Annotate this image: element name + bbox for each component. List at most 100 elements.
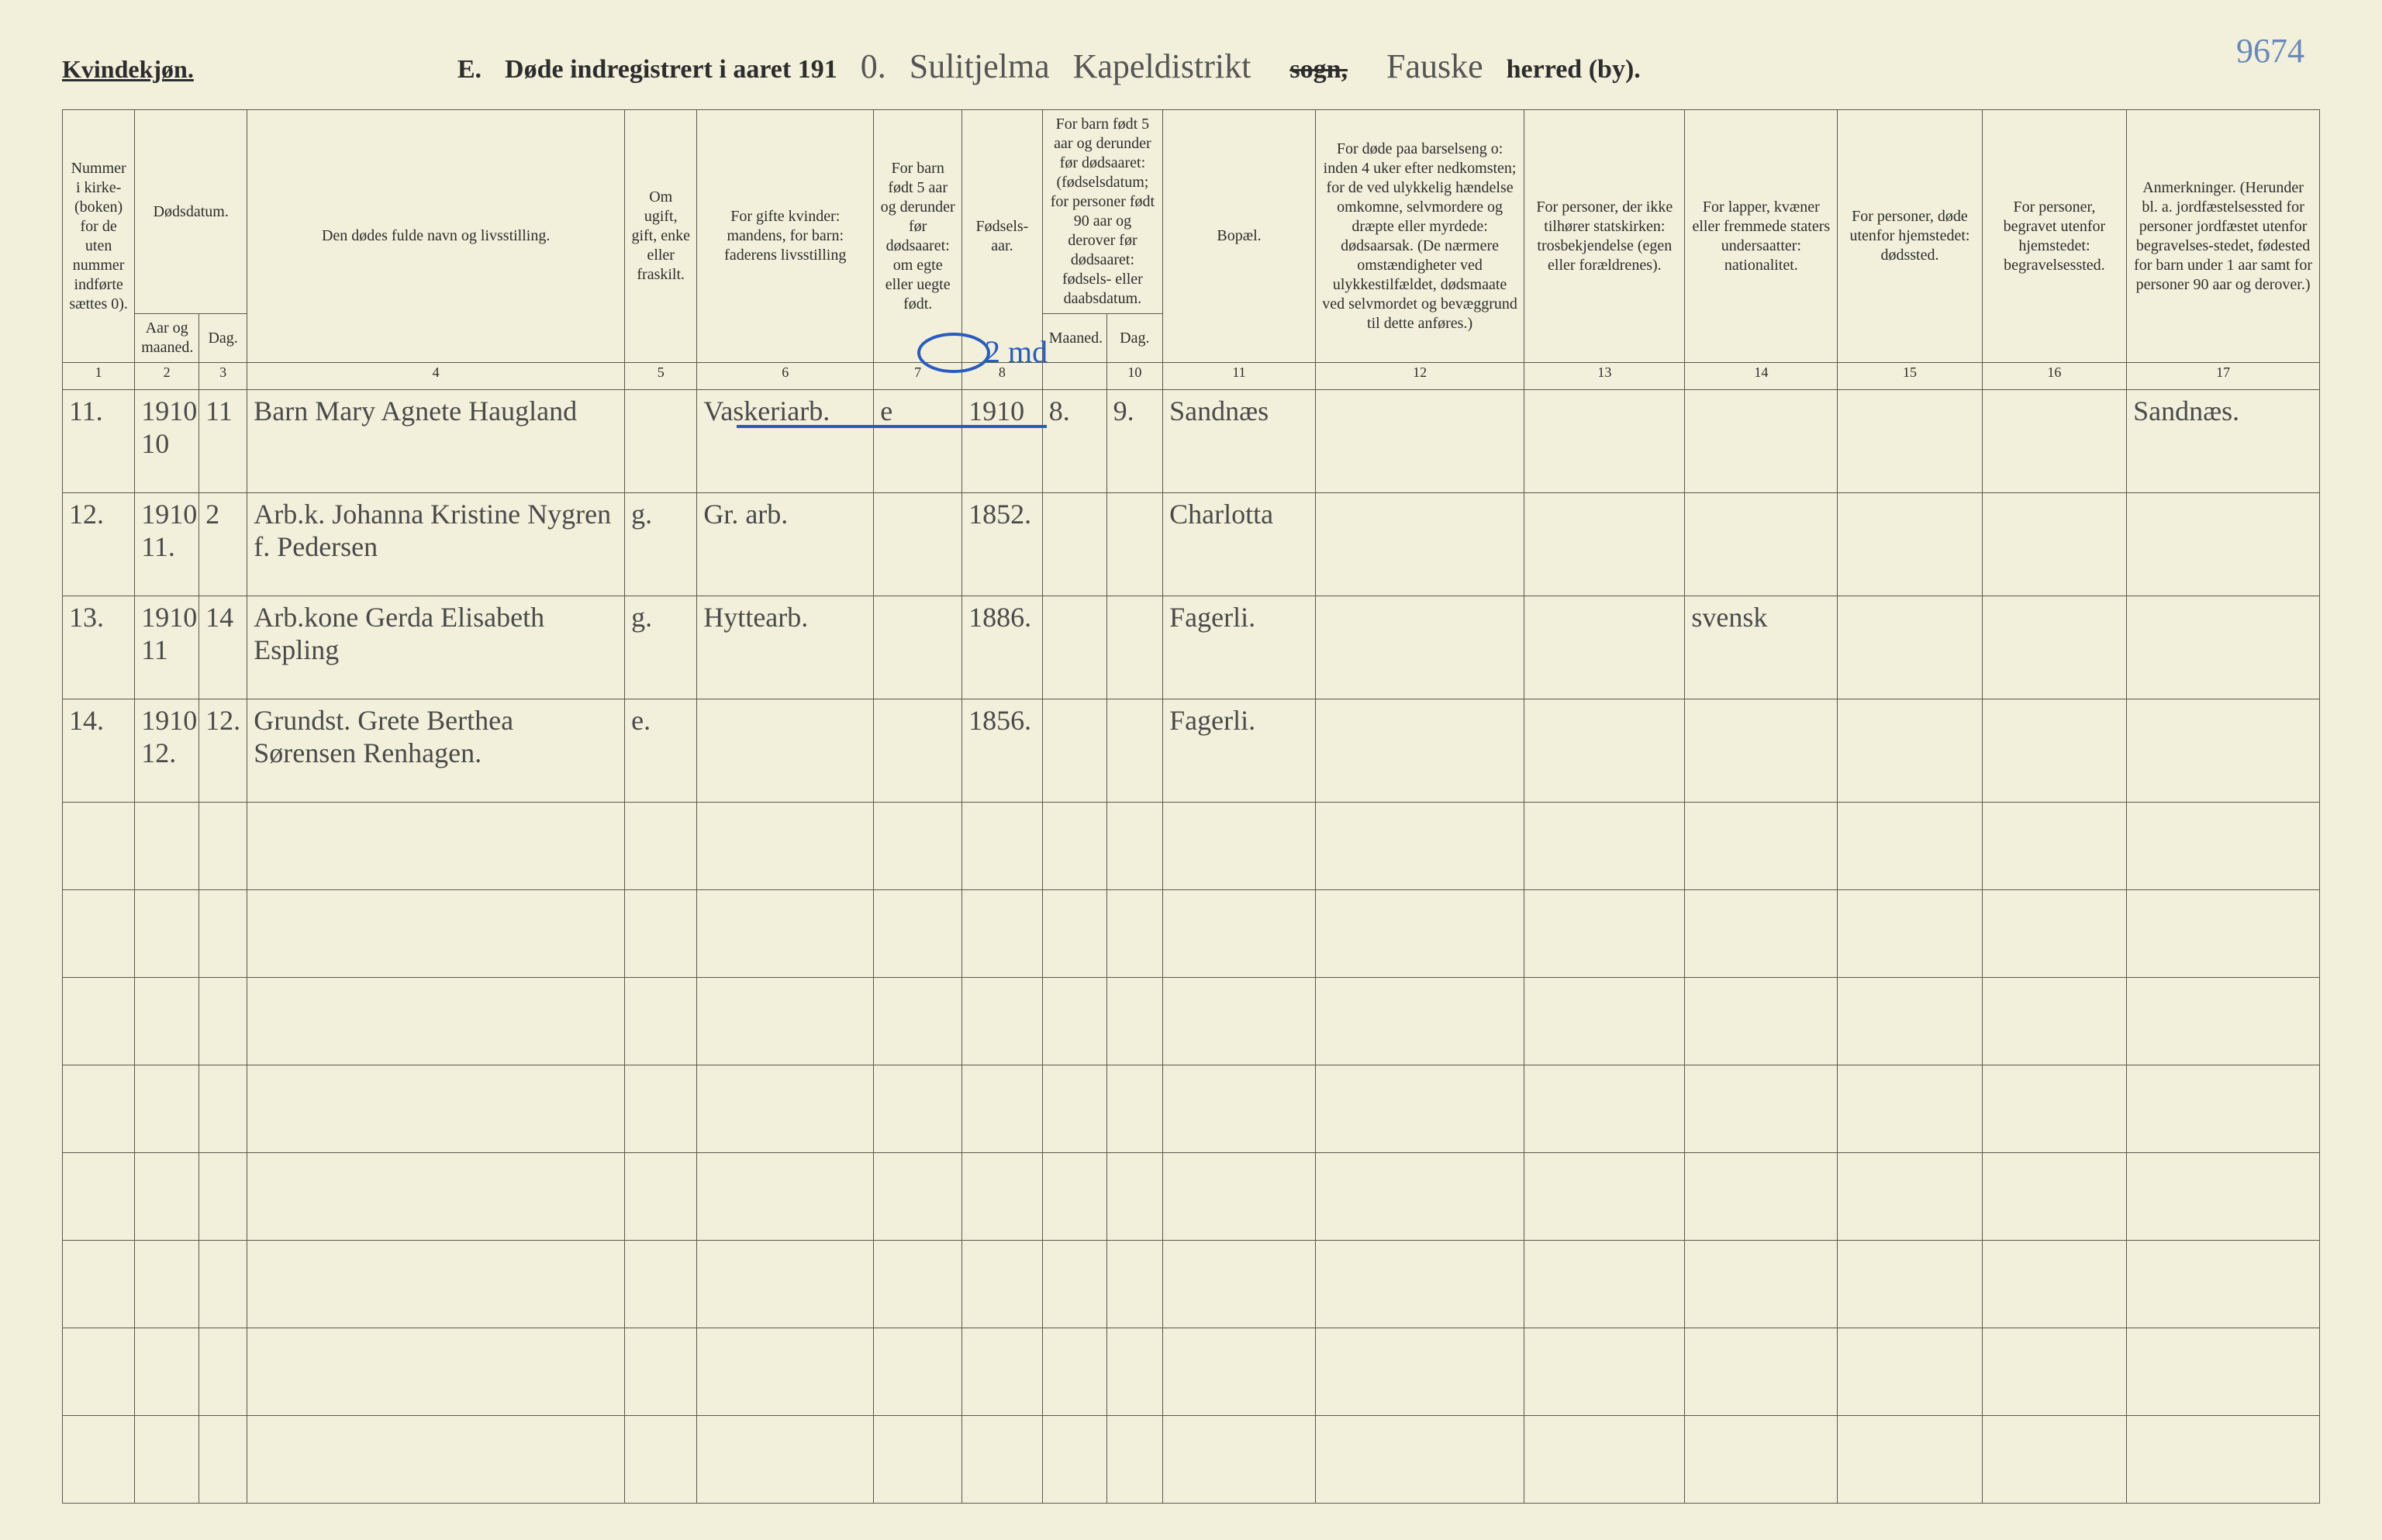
cell-blank	[135, 1328, 199, 1416]
cell-blank	[1838, 1153, 1982, 1241]
cell-stilling	[697, 699, 874, 803]
cell-blank	[1042, 890, 1106, 978]
cell-faar: 1910	[962, 390, 1043, 493]
cell-blank	[1106, 1153, 1163, 1241]
cell-blank	[2127, 803, 2320, 890]
table-row-blank	[63, 890, 2320, 978]
cell-blank	[1315, 1416, 1524, 1504]
cell-c12	[1315, 699, 1524, 803]
cell-navn: Barn Mary Agnete Haugland	[247, 390, 625, 493]
colnum: 16	[1982, 363, 2126, 390]
cell-blank	[2127, 1065, 2320, 1153]
cell-c15	[1838, 493, 1982, 596]
cell-blank	[697, 1153, 874, 1241]
cell-blank	[625, 1241, 697, 1328]
cell-anm	[2127, 699, 2320, 803]
cell-c13	[1524, 596, 1685, 699]
cell-blank	[625, 1328, 697, 1416]
cell-blank	[199, 1065, 247, 1153]
cell-blank	[1315, 978, 1524, 1065]
cell-dag: 11	[199, 390, 247, 493]
cell-blank	[247, 1416, 625, 1504]
cell-blank	[1524, 1241, 1685, 1328]
sogn-label: sogn,	[1289, 55, 1348, 85]
cell-blank	[2127, 978, 2320, 1065]
table-head: Nummer i kirke-(boken) for de uten numme…	[63, 110, 2320, 390]
cell-stilling: Vaskeriarb.	[697, 390, 874, 493]
cell-blank	[962, 1241, 1043, 1328]
cell-stilling: Hyttearb.	[697, 596, 874, 699]
table-row-blank	[63, 1328, 2320, 1416]
table-row-blank	[63, 1065, 2320, 1153]
cell-faar: 1886.	[962, 596, 1043, 699]
cell-blank	[1524, 1328, 1685, 1416]
col-1-header: Nummer i kirke-(boken) for de uten numme…	[63, 110, 135, 363]
cell-blank	[63, 803, 135, 890]
cell-c16	[1982, 390, 2126, 493]
col-14-header: For lapper, kvæner eller fremmede stater…	[1685, 110, 1838, 363]
head-row-1: Nummer i kirke-(boken) for de uten numme…	[63, 110, 2320, 314]
cell-c12	[1315, 493, 1524, 596]
cell-blank	[199, 1241, 247, 1328]
cell-blank	[697, 803, 874, 890]
cell-mnd	[1042, 493, 1106, 596]
cell-blank	[1315, 1328, 1524, 1416]
cell-blank	[135, 1153, 199, 1241]
cell-blank	[1982, 1153, 2126, 1241]
table-row: 14.1910 12.12.Grundst. Grete Berthea Sør…	[63, 699, 2320, 803]
gender-label: Kvindekjøn.	[62, 55, 194, 84]
colnum: 10	[1106, 363, 1163, 390]
cell-blank	[63, 890, 135, 978]
cell-blank	[1106, 803, 1163, 890]
cell-blank	[1315, 1153, 1524, 1241]
cell-blank	[874, 1328, 962, 1416]
colnum: 7	[874, 363, 962, 390]
cell-anm: Sandnæs.	[2127, 390, 2320, 493]
cell-blank	[199, 978, 247, 1065]
col-9-header: For barn født 5 aar og derunder før døds…	[1042, 110, 1162, 314]
cell-blank	[1982, 1065, 2126, 1153]
colnum: 3	[199, 363, 247, 390]
cell-navn: Arb.k. Johanna Kristine Nygren f. Peders…	[247, 493, 625, 596]
cell-c16	[1982, 493, 2126, 596]
cell-egte	[874, 596, 962, 699]
cell-c14	[1685, 390, 1838, 493]
cell-blank	[625, 803, 697, 890]
cell-faar: 1856.	[962, 699, 1043, 803]
cell-blank	[625, 1153, 697, 1241]
cell-anm	[2127, 596, 2320, 699]
cell-blank	[1106, 978, 1163, 1065]
parish-name: Sulitjelma	[910, 47, 1050, 86]
cell-dag: 2	[199, 493, 247, 596]
cell-egte	[874, 699, 962, 803]
colnum: 6	[697, 363, 874, 390]
cell-blank	[1685, 890, 1838, 978]
colnum: 17	[2127, 363, 2320, 390]
cell-blank	[1106, 1241, 1163, 1328]
cell-blank	[1163, 1241, 1316, 1328]
col-12-header: For døde paa barselseng o: inden 4 uker …	[1315, 110, 1524, 363]
cell-blank	[63, 1416, 135, 1504]
cell-blank	[1524, 803, 1685, 890]
cell-blank	[1685, 1153, 1838, 1241]
table-row: 13.1910 1114Arb.kone Gerda Elisabeth Esp…	[63, 596, 2320, 699]
cell-mnd: 8.	[1042, 390, 1106, 493]
cell-blank	[199, 803, 247, 890]
cell-blank	[1106, 890, 1163, 978]
colnum: 1	[63, 363, 135, 390]
cell-blank	[625, 978, 697, 1065]
cell-blank	[135, 1241, 199, 1328]
cell-bopael: Sandnæs	[1163, 390, 1316, 493]
cell-blank	[1838, 1416, 1982, 1504]
col-4-header: Den dødes fulde navn og livsstilling.	[247, 110, 625, 363]
cell-blank	[63, 1065, 135, 1153]
cell-blank	[1838, 803, 1982, 890]
cell-blank	[625, 890, 697, 978]
cell-blank	[2127, 890, 2320, 978]
cell-blank	[697, 1065, 874, 1153]
table-row-blank	[63, 1241, 2320, 1328]
cell-c16	[1982, 699, 2126, 803]
colnum: 12	[1315, 363, 1524, 390]
col-15-header: For personer, døde utenfor hjemstedet: d…	[1838, 110, 1982, 363]
cell-blank	[2127, 1241, 2320, 1328]
